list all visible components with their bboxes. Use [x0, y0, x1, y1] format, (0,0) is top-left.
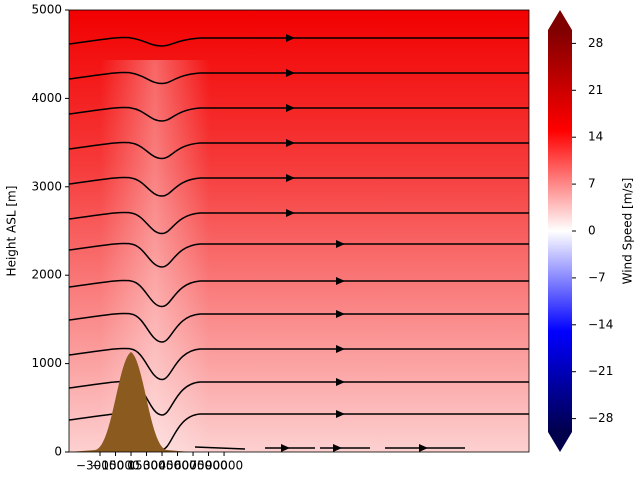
streamline	[69, 347, 529, 381]
stream-arrow	[336, 240, 345, 248]
cbar-tick-label: 0	[588, 224, 596, 238]
stream-arrow	[286, 69, 295, 77]
stream-arrow	[336, 277, 345, 285]
stream-arrow	[333, 444, 342, 452]
streamline	[69, 380, 529, 416]
x-tick-label: 45000	[158, 459, 196, 473]
stream-arrow	[286, 209, 295, 217]
stream-arrow	[336, 310, 345, 318]
stream-arrow	[286, 139, 295, 147]
x-tick-label: −30000	[76, 459, 124, 473]
colorbar	[548, 30, 572, 432]
streamline	[69, 141, 529, 160]
y-tick-label: 3000	[31, 179, 62, 193]
streamline	[69, 312, 529, 343]
axes-frame	[68, 9, 530, 453]
field	[69, 10, 529, 452]
streamline	[69, 242, 529, 268]
y-tick-label: 1000	[31, 356, 62, 370]
cbar-extend	[548, 10, 572, 30]
stream-arrow	[286, 34, 295, 42]
y-label: Height ASL [m]	[5, 186, 19, 277]
y-tick-label: 0	[54, 445, 62, 459]
cbar-tick-label: 7	[588, 177, 596, 191]
y-tick-label: 5000	[31, 3, 62, 17]
streamline	[69, 36, 529, 47]
x-tick-label: 30000	[143, 459, 181, 473]
cbar-tick-label: 21	[588, 83, 603, 97]
stream-arrow	[336, 345, 345, 353]
stream-arrow	[336, 378, 345, 386]
stream-arrow	[281, 444, 290, 452]
cbar-tick-label: −21	[588, 364, 613, 378]
x-tick-label: 15000	[127, 459, 165, 473]
stream-arrow	[419, 444, 428, 452]
terrain	[69, 352, 190, 452]
stream-arrow	[286, 104, 295, 112]
y-tick-label: 4000	[31, 91, 62, 105]
cbar-tick-label: −7	[588, 270, 606, 284]
cbar-tick-label: 28	[588, 36, 603, 50]
stream-arrow	[286, 174, 295, 182]
x-tick-label: 75000	[189, 459, 227, 473]
cbar-tick-label: −28	[588, 411, 613, 425]
streamline	[69, 176, 529, 197]
cbar-label: Wind Speed [m/s]	[621, 178, 635, 285]
cbar-extend	[548, 432, 572, 452]
streamline	[69, 279, 529, 308]
cbar-tick-label: 14	[588, 130, 603, 144]
cbar-tick-label: −14	[588, 317, 613, 331]
x-tick-label: 60000	[174, 459, 212, 473]
x-tick-label: 0	[127, 459, 135, 473]
streamline	[69, 211, 529, 235]
streamline	[69, 106, 529, 122]
stream-arrow	[336, 410, 345, 418]
x-tick-label: 90000	[205, 459, 243, 473]
y-tick-label: 2000	[31, 268, 62, 282]
x-tick-label: −15000	[91, 459, 139, 473]
streamline	[69, 71, 529, 85]
